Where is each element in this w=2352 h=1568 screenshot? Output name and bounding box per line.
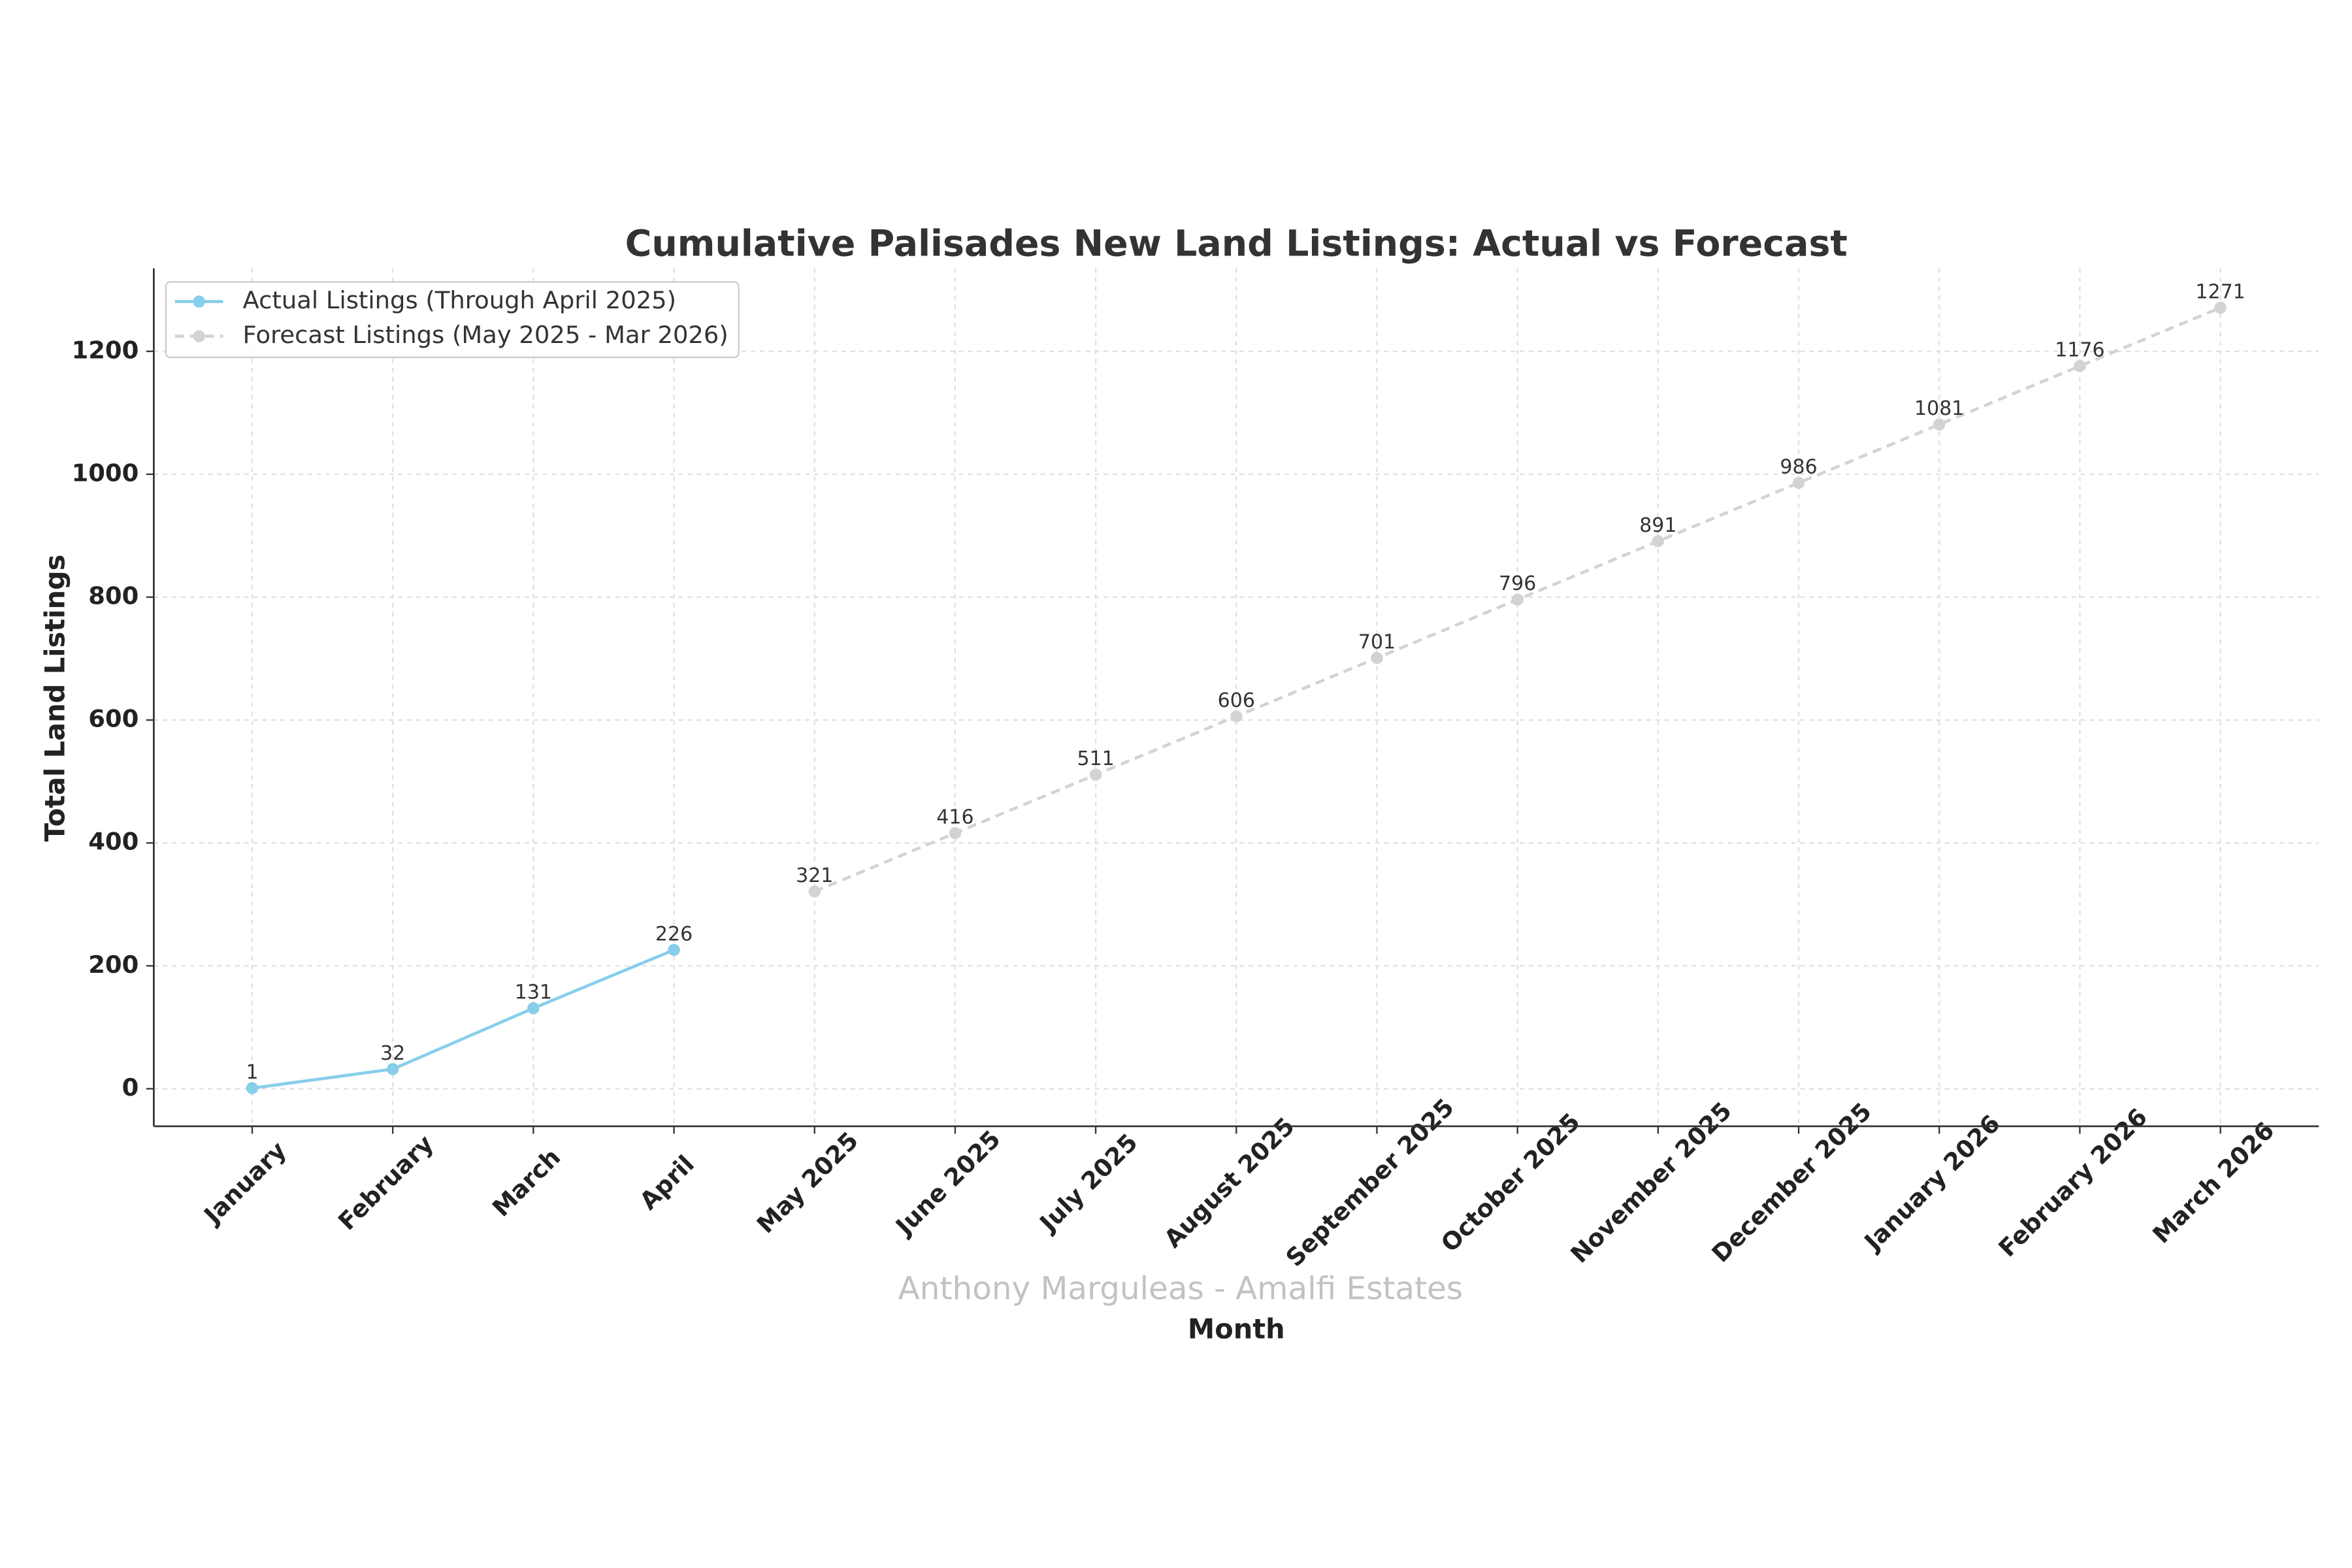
data-label: 986 bbox=[1780, 455, 1817, 478]
point bbox=[1933, 418, 1946, 431]
x-tick-label: June 2025 bbox=[889, 1125, 1006, 1242]
legend-marker bbox=[193, 295, 205, 308]
watermark: Anthony Marguleas - Amalfi Estates bbox=[898, 1270, 1463, 1307]
point bbox=[1511, 593, 1524, 606]
point bbox=[246, 1082, 259, 1094]
x-tick-label: September 2025 bbox=[1281, 1093, 1460, 1272]
data-label: 226 bbox=[655, 923, 693, 945]
point bbox=[1371, 651, 1383, 664]
x-tick-label: May 2025 bbox=[751, 1126, 864, 1239]
x-tick-label: March 2026 bbox=[2148, 1117, 2280, 1249]
legend-marker bbox=[193, 330, 205, 342]
data-label: 1081 bbox=[1914, 397, 1964, 420]
data-label: 511 bbox=[1077, 747, 1114, 770]
x-tick-label: December 2025 bbox=[1707, 1098, 1877, 1268]
y-tick-label: 200 bbox=[88, 951, 139, 979]
data-label: 321 bbox=[796, 864, 833, 887]
point bbox=[1089, 768, 1102, 781]
legend-label: Actual Listings (Through April 2025) bbox=[243, 286, 677, 314]
y-tick-label: 800 bbox=[88, 581, 139, 610]
x-tick-label: January bbox=[197, 1136, 292, 1231]
x-tick-label: July 2025 bbox=[1033, 1128, 1143, 1238]
y-tick-label: 400 bbox=[88, 828, 139, 856]
point bbox=[527, 1002, 540, 1015]
x-tick-label: April bbox=[634, 1150, 700, 1215]
data-label: 891 bbox=[1639, 514, 1676, 537]
series-line bbox=[252, 948, 675, 1090]
point bbox=[1652, 535, 1665, 547]
point bbox=[2214, 301, 2227, 314]
point bbox=[2074, 360, 2086, 372]
y-axis-label: Total Land Listings bbox=[39, 555, 71, 842]
data-label: 1176 bbox=[2055, 339, 2104, 362]
y-tick-label: 1000 bbox=[72, 459, 139, 487]
point bbox=[1792, 476, 1805, 489]
y-tick-label: 0 bbox=[122, 1073, 139, 1102]
x-tick-label: March bbox=[487, 1143, 566, 1222]
point bbox=[949, 826, 962, 840]
data-label: 1271 bbox=[2195, 280, 2245, 303]
x-tick-label: October 2025 bbox=[1435, 1107, 1585, 1257]
x-axis-label: Month bbox=[1188, 1313, 1285, 1345]
y-tick-label: 600 bbox=[88, 705, 139, 733]
y-tick-label: 1200 bbox=[72, 336, 139, 364]
data-label: 1 bbox=[246, 1061, 258, 1084]
point bbox=[1230, 710, 1243, 723]
point bbox=[808, 885, 821, 898]
legend-box bbox=[165, 281, 740, 359]
data-label: 32 bbox=[380, 1042, 405, 1065]
point bbox=[386, 1063, 399, 1075]
legend-label: Forecast Listings (May 2025 - Mar 2026) bbox=[243, 321, 728, 349]
point bbox=[668, 943, 680, 956]
chart-title: Cumulative Palisades New Land Listings: … bbox=[625, 223, 1848, 265]
data-label: 131 bbox=[515, 981, 552, 1004]
x-tick-label: August 2025 bbox=[1159, 1112, 1300, 1253]
data-label: 606 bbox=[1218, 689, 1255, 712]
x-tick-label: January 2026 bbox=[1857, 1109, 2005, 1257]
data-label: 701 bbox=[1358, 631, 1396, 654]
data-label: 796 bbox=[1499, 572, 1536, 595]
x-tick-label: February bbox=[333, 1130, 439, 1236]
data-label: 416 bbox=[936, 806, 973, 829]
